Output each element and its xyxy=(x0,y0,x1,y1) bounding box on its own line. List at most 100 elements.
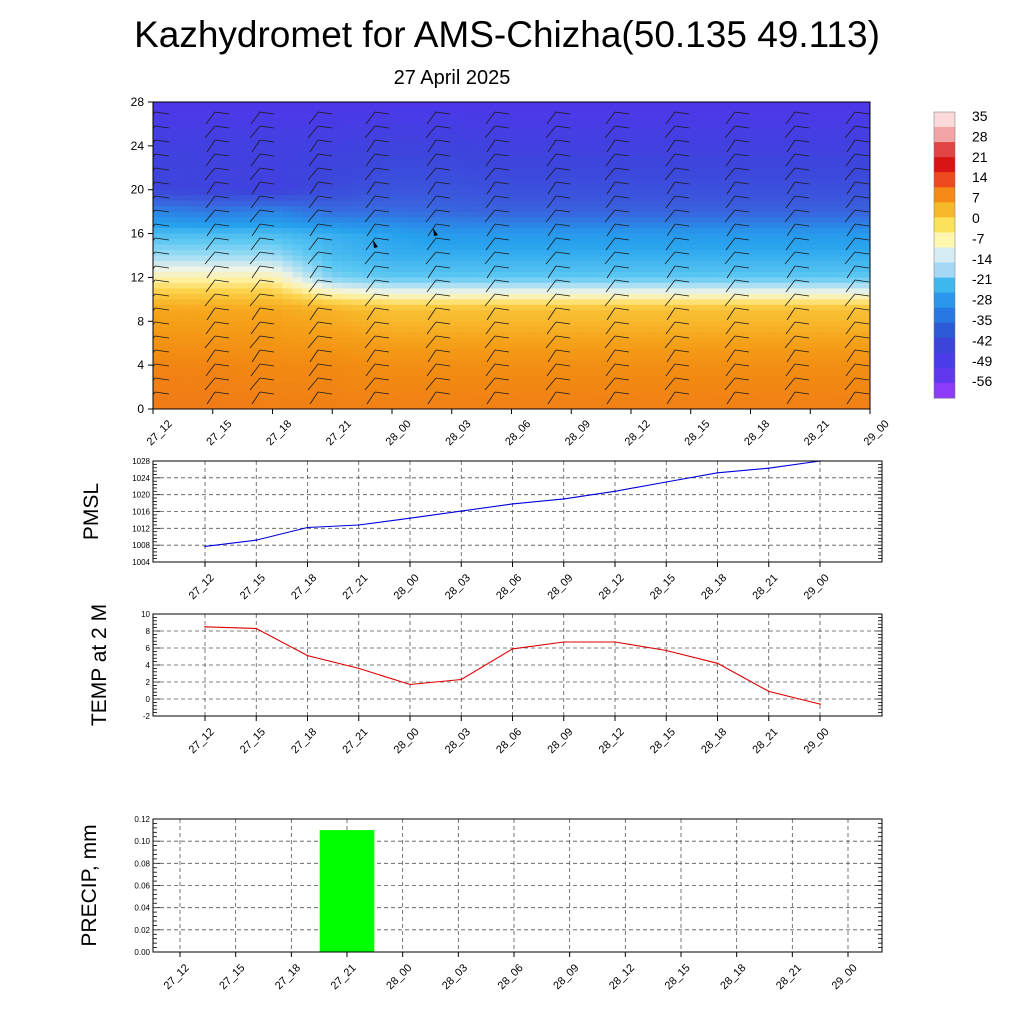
heat-cell xyxy=(432,129,443,135)
heat-cell xyxy=(183,124,194,130)
heat-cell xyxy=(412,343,423,349)
heat-cell xyxy=(372,299,383,305)
heat-cell xyxy=(860,195,871,201)
heat-cell xyxy=(402,294,413,300)
heat-cell xyxy=(541,277,552,283)
heat-cell xyxy=(521,316,532,322)
temperature-field xyxy=(153,102,871,410)
heat-cell xyxy=(472,288,483,294)
heat-cell xyxy=(502,228,513,234)
heat-cell xyxy=(741,343,752,349)
heat-cell xyxy=(830,118,841,124)
heat-cell xyxy=(292,217,303,223)
heat-cell xyxy=(442,272,453,278)
heat-cell xyxy=(233,107,244,113)
colorbar-label: -28 xyxy=(972,292,992,308)
heat-cell xyxy=(173,299,184,305)
heat-cell xyxy=(860,173,871,179)
heat-cell xyxy=(292,398,303,404)
heat-cell xyxy=(342,239,353,245)
heat-cell xyxy=(243,146,254,152)
heat-cell xyxy=(512,343,523,349)
heat-cell xyxy=(382,294,393,300)
heat-cell xyxy=(362,102,373,108)
heat-cell xyxy=(760,124,771,130)
heat-cell xyxy=(840,162,851,168)
heat-cell xyxy=(651,195,662,201)
heat-cell xyxy=(233,228,244,234)
heat-cell xyxy=(402,217,413,223)
heat-cell xyxy=(282,173,293,179)
heat-cell xyxy=(233,393,244,399)
heat-cell xyxy=(382,283,393,289)
heat-cell xyxy=(392,354,403,360)
heat-cell xyxy=(691,190,702,196)
heat-cell xyxy=(223,277,234,283)
heat-cell xyxy=(641,223,652,229)
heat-cell xyxy=(591,272,602,278)
heat-cell xyxy=(302,393,313,399)
heat-cell xyxy=(183,228,194,234)
heat-cell xyxy=(472,250,483,256)
heat-cell xyxy=(472,135,483,141)
heat-cell xyxy=(591,283,602,289)
heat-cell xyxy=(153,299,164,305)
heat-cell xyxy=(701,129,712,135)
heat-cell xyxy=(422,157,433,163)
heat-cell xyxy=(531,168,542,174)
heat-cell xyxy=(581,343,592,349)
heat-cell xyxy=(492,288,503,294)
heat-cell xyxy=(611,201,622,207)
heat-cell xyxy=(512,299,523,305)
colorbar-swatch xyxy=(934,278,955,294)
heat-cell xyxy=(322,102,333,108)
heat-cell xyxy=(243,393,254,399)
heat-cell xyxy=(751,228,762,234)
heat-cell xyxy=(561,343,572,349)
heat-cell xyxy=(342,321,353,327)
heat-cell xyxy=(482,107,493,113)
heat-cell xyxy=(591,140,602,146)
heat-cell xyxy=(183,190,194,196)
heat-cell xyxy=(332,360,343,366)
heat-cell xyxy=(601,102,612,108)
heat-cell xyxy=(292,321,303,327)
heat-cell xyxy=(701,245,712,251)
heat-cell xyxy=(661,113,672,119)
heat-cell xyxy=(631,157,642,163)
heat-cell xyxy=(711,310,722,316)
heat-cell xyxy=(153,201,164,207)
heat-cell xyxy=(233,360,244,366)
x-tick-label: 27_18 xyxy=(264,418,294,448)
heat-cell xyxy=(860,261,871,267)
heat-cell xyxy=(352,266,363,272)
heat-cell xyxy=(442,354,453,360)
heat-cell xyxy=(751,321,762,327)
heat-cell xyxy=(153,102,164,108)
heat-cell xyxy=(820,107,831,113)
heat-cell xyxy=(770,206,781,212)
heat-cell xyxy=(711,299,722,305)
heat-cell xyxy=(661,140,672,146)
heat-cell xyxy=(531,349,542,355)
heat-cell xyxy=(362,343,373,349)
heat-cell xyxy=(512,365,523,371)
heat-cell xyxy=(282,310,293,316)
heat-cell xyxy=(312,206,323,212)
heat-cell xyxy=(352,157,363,163)
heat-cell xyxy=(273,146,284,152)
heat-cell xyxy=(521,266,532,272)
heat-cell xyxy=(731,332,742,338)
heat-cell xyxy=(651,360,662,366)
heat-cell xyxy=(820,102,831,108)
heat-cell xyxy=(512,102,523,108)
heat-cell xyxy=(292,376,303,382)
heat-cell xyxy=(830,261,841,267)
heat-cell xyxy=(810,310,821,316)
heat-cell xyxy=(631,376,642,382)
heat-cell xyxy=(731,212,742,218)
heat-cell xyxy=(382,288,393,294)
heat-cell xyxy=(263,173,274,179)
heat-cell xyxy=(751,184,762,190)
heat-cell xyxy=(462,256,473,262)
